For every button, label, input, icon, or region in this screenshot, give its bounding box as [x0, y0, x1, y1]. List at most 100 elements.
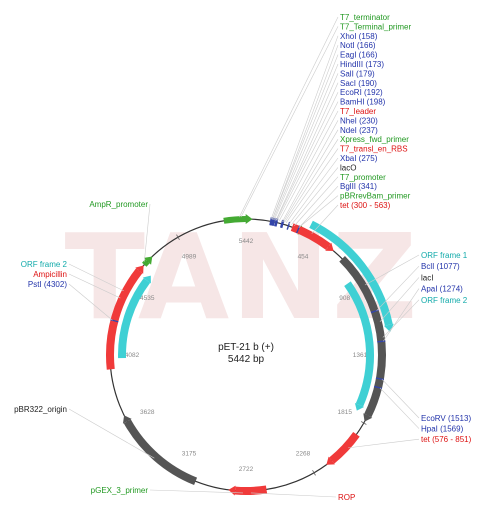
label-leader — [277, 101, 339, 221]
tick-label: 3175 — [182, 451, 197, 458]
label-leader — [348, 438, 420, 449]
label-bamhi-198: BamHI (198) — [340, 98, 386, 107]
plasmid-name: pET-21 b (+) — [218, 342, 274, 353]
feature-arrowhead — [245, 214, 253, 225]
feature-arrowhead — [383, 323, 394, 333]
label-leader — [364, 254, 420, 286]
feature-laci — [339, 255, 386, 418]
label-ecorv-1513: EcoRV (1513) — [421, 414, 471, 423]
label-leader — [68, 263, 124, 292]
tick-mark — [312, 469, 316, 476]
label-saci-190: SacI (190) — [340, 79, 377, 88]
label-ecori-192: EcoRI (192) — [340, 88, 383, 97]
label-laci: lacI — [421, 273, 433, 282]
label-leader — [68, 408, 155, 459]
label-orf-frame-2: ORF frame 2 — [21, 260, 68, 269]
tick-label: 1815 — [337, 409, 352, 416]
label-apai-1274: ApaI (1274) — [421, 285, 463, 294]
tick-label: 454 — [298, 253, 309, 260]
label-leader — [288, 157, 339, 225]
feature-orf-frame-2-left — [118, 278, 151, 359]
label-leader — [270, 35, 339, 220]
tick-label: 4535 — [140, 295, 155, 302]
tick-mark — [360, 421, 367, 425]
feature-orf-frame-2-right — [344, 281, 374, 407]
site-marker — [375, 377, 384, 381]
label-tet-300-563: tet (300 - 563) — [340, 201, 391, 210]
label-leader — [273, 63, 339, 220]
feature-ampicillin — [106, 268, 143, 370]
label-leader — [376, 265, 420, 311]
label-leaders — [68, 16, 420, 498]
label-leader — [250, 492, 337, 498]
label-orf-frame-2: ORF frame 2 — [421, 296, 468, 305]
label-hindiii-173: HindIII (173) — [340, 60, 384, 69]
tick-label: 3628 — [140, 409, 155, 416]
site-marker — [370, 309, 379, 314]
feature-arrowhead — [228, 485, 236, 496]
label-leader — [284, 139, 339, 223]
label-bglii-341: BglII (341) — [340, 182, 377, 191]
feature-arrowhead — [363, 413, 373, 422]
label-leader — [285, 148, 339, 224]
label-leader — [281, 120, 339, 222]
label-leader — [382, 299, 420, 338]
label-bcli-1077: BclI (1077) — [421, 262, 460, 271]
label-t7-promoter: T7_promoter — [340, 173, 386, 182]
label-noti-166: NotI (166) — [340, 41, 376, 50]
label-tet-576-851: tet (576 - 851) — [421, 435, 472, 444]
label-leader — [240, 26, 339, 218]
label-leader — [298, 185, 339, 228]
feature-ampr-promoter — [142, 259, 150, 267]
feature-arrowhead — [326, 456, 335, 465]
feature-t7-terminator — [223, 216, 246, 224]
tick-label: 4082 — [125, 352, 140, 359]
label-leader — [239, 16, 339, 218]
label-psti-4302: PstI (4302) — [28, 280, 67, 289]
label-leader — [272, 54, 339, 220]
label-leader — [276, 92, 339, 221]
label-xpress-fwd-primer: Xpress_fwd_primer — [340, 135, 409, 144]
plasmid-size: 5442 bp — [228, 354, 265, 365]
feature-arrowhead — [325, 242, 334, 252]
label-leader — [283, 129, 339, 223]
feature-arrowhead — [143, 256, 153, 265]
label-leader — [298, 195, 339, 228]
label-t7-terminal-primer: T7_Terminal_primer — [340, 22, 411, 31]
label-leader — [278, 110, 339, 222]
label-orf-frame-1: ORF frame 1 — [421, 251, 468, 260]
label-nhei-230: NheI (230) — [340, 116, 378, 125]
label-laco: lacO — [340, 163, 356, 172]
label-t7-transl-en-rbs: T7_transl_en_RBS — [340, 145, 408, 154]
label-rop: ROP — [338, 493, 355, 502]
feature-arrowhead — [135, 265, 144, 274]
label-sali-179: SalI (179) — [340, 69, 375, 78]
feature-arrowhead — [354, 402, 365, 411]
label-leader — [149, 489, 243, 494]
label-leader — [381, 378, 420, 419]
label-leader — [379, 277, 420, 322]
label-leader — [383, 288, 420, 342]
label-leader — [272, 45, 339, 220]
label-t7-leader: T7_leader — [340, 107, 376, 116]
tick-label: 4989 — [182, 253, 197, 260]
label-leader — [311, 204, 339, 234]
tick-label: 2722 — [239, 466, 254, 473]
label-hpai-1569: HpaI (1569) — [421, 425, 464, 434]
label-leader — [68, 283, 113, 321]
label-pbrrevbam-primer: pBRrevBam_primer — [340, 192, 411, 201]
label-t7-terminator: T7_terminator — [340, 13, 390, 22]
site-marker — [377, 340, 386, 343]
tick-label: 5442 — [239, 238, 254, 245]
tick-label: 1361 — [353, 352, 368, 359]
label-leader — [294, 176, 339, 226]
label-pgex-3-primer: pGEX_3_primer — [91, 486, 149, 495]
label-xbai-275: XbaI (275) — [340, 154, 378, 163]
feature-tet-small — [290, 223, 331, 250]
label-leader — [291, 167, 339, 225]
feature-orf-frame-1 — [309, 220, 393, 326]
label-ampr-promoter: AmpR_promoter — [89, 200, 148, 209]
feature-pbr322-origin — [123, 419, 198, 486]
site-marker — [374, 385, 383, 390]
